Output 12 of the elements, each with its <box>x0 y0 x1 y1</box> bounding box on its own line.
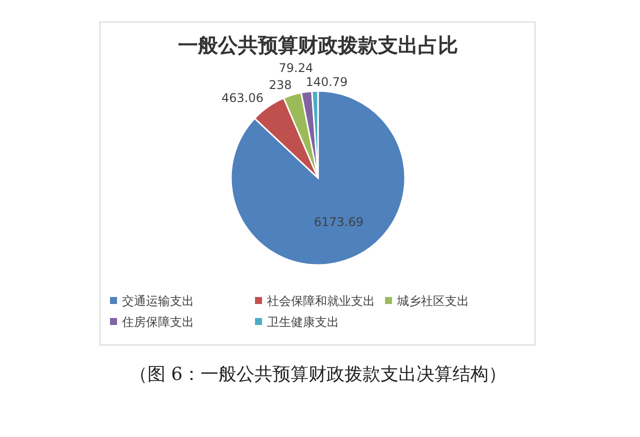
legend-label: 交通运输支出 <box>122 294 194 308</box>
data-label: 6173.69 <box>314 214 364 229</box>
data-label: 463.06 <box>221 90 264 105</box>
legend-label: 城乡社区支出 <box>396 294 469 308</box>
legend-label: 卫生健康支出 <box>267 315 339 329</box>
legend-label: 住房保障支出 <box>121 315 194 329</box>
data-label: 238 <box>268 78 292 92</box>
data-label: 140.79 <box>306 74 348 89</box>
legend-label: 社会保障和就业支出 <box>267 294 375 308</box>
data-label: 79.24 <box>278 61 314 76</box>
text: （图 6：一般公共预算财政拨款支出决算结构） <box>129 364 507 385</box>
chart-title: 一般公共预算财政拨款支出占比 <box>178 33 458 57</box>
